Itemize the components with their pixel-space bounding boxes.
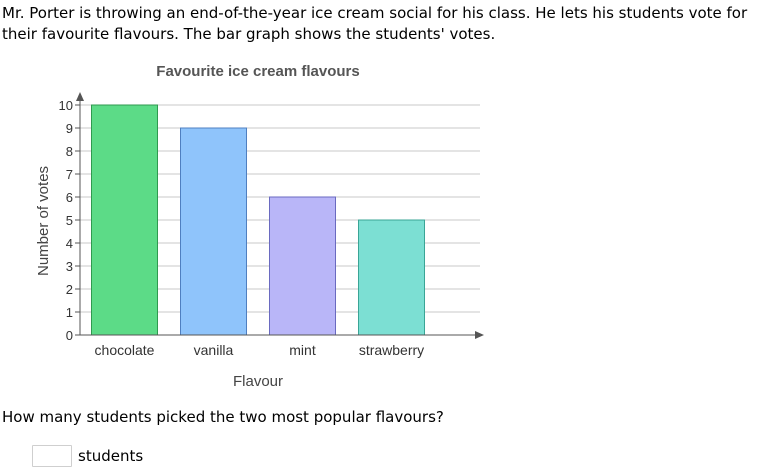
x-axis-arrow	[475, 331, 484, 339]
question-text: How many students picked the two most po…	[2, 408, 444, 426]
y-tick-label: 1	[66, 305, 73, 320]
answer-unit: students	[78, 447, 144, 465]
x-tick-label: chocolate	[95, 342, 155, 358]
problem-statement: Mr. Porter is throwing an end-of-the-yea…	[2, 4, 748, 43]
y-tick-label: 7	[66, 167, 73, 182]
x-tick-label: mint	[289, 342, 316, 358]
bar-chocolate	[91, 104, 158, 336]
bar-vanilla	[180, 127, 247, 336]
chart-title: Favourite ice cream flavours	[156, 63, 359, 80]
y-tick-label: 0	[66, 328, 73, 343]
y-tick-label: 3	[66, 259, 73, 274]
bar-chart: Favourite ice cream flavours 0 1 2 3 4 5 6 7 8 9 1…	[35, 63, 484, 390]
x-tick-labels: chocolate vanilla mint strawberry	[95, 342, 425, 358]
x-tick-label: vanilla	[194, 342, 234, 358]
y-tick-labels: 0 1 2 3 4 5 6 7 8 9 10	[59, 98, 80, 343]
y-axis-arrow	[76, 92, 84, 101]
y-tick-label: 4	[66, 236, 73, 251]
y-tick-label: 10	[59, 98, 73, 113]
y-tick-label: 5	[66, 213, 73, 228]
answer-input[interactable]	[32, 445, 72, 467]
y-tick-label: 8	[66, 144, 73, 159]
x-tick-label: strawberry	[359, 342, 424, 358]
axes	[76, 92, 484, 339]
bar-mint	[269, 196, 336, 336]
y-tick-label: 2	[66, 282, 73, 297]
y-axis-label: Number of votes	[35, 166, 52, 276]
bars	[91, 104, 425, 336]
y-tick-label: 6	[66, 190, 73, 205]
answer-row: students	[32, 445, 143, 467]
x-axis-label: Flavour	[233, 373, 283, 390]
y-tick-label: 9	[66, 121, 73, 136]
bar-strawberry	[358, 219, 425, 336]
